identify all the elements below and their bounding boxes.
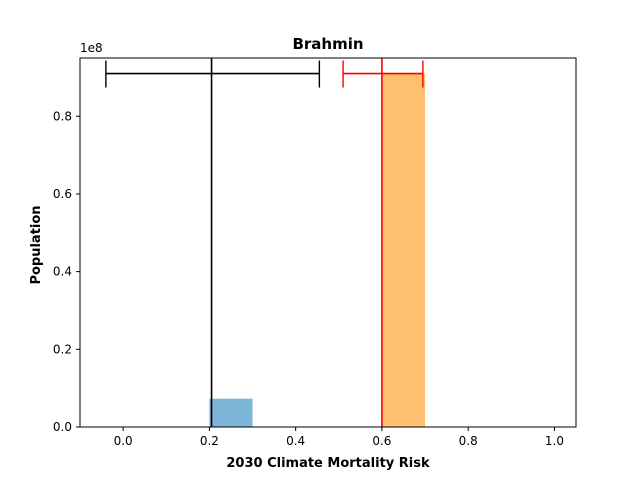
x-tick-label-0: 0.0 [114,434,133,448]
x-tick-label-5: 1.0 [545,434,564,448]
x-axis-label: 2030 Climate Mortality Risk [226,456,430,471]
y-offset-label: 1e8 [80,41,103,55]
x-tick-label-1: 0.2 [200,434,219,448]
y-ticks-layer: 0.0 0.2 0.4 0.6 0.8 [53,109,80,434]
bar-0 [209,398,253,427]
x-tick-label-4: 0.8 [459,434,478,448]
x-ticks-layer: 0.0 0.2 0.4 0.6 0.8 1.0 [114,427,564,448]
y-axis-label: Population [29,205,44,284]
x-tick-label-3: 0.6 [372,434,391,448]
y-tick-label-2: 0.4 [53,265,72,279]
bar-1 [381,73,426,428]
y-tick-label-1: 0.2 [53,342,72,356]
plot-frame [79,57,577,428]
chart-title: Brahmin [292,35,363,53]
x-tick-label-2: 0.4 [286,434,305,448]
y-tick-label-3: 0.6 [53,187,72,201]
y-tick-label-4: 0.8 [53,109,72,123]
markers-layer [105,58,424,427]
y-tick-label-0: 0.0 [53,420,72,434]
bars-layer [209,73,426,428]
